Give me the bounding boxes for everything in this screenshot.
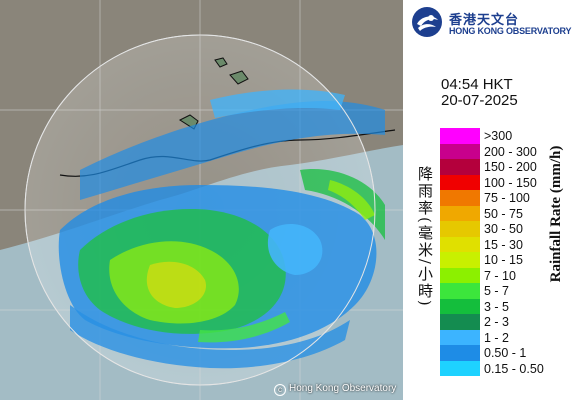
legend-label: 200 - 300: [484, 144, 537, 159]
map-features: [178, 57, 249, 130]
legend-swatch: [440, 190, 480, 206]
legend-swatch: [440, 283, 480, 299]
legend-swatch: [440, 360, 480, 376]
legend-label: 10 - 15: [484, 253, 523, 267]
legend-label: 50 - 75: [484, 206, 523, 221]
rain-echoes: [58, 89, 385, 369]
legend-swatch: [440, 221, 480, 237]
legend-swatch: [440, 143, 480, 159]
organization-name-cn: 香港天文台: [449, 13, 520, 28]
legend-label: 0.15 - 0.50: [484, 361, 544, 376]
observation-date: 20-07-2025: [441, 92, 518, 109]
legend-panel: 香港天文台 HONG KONG OBSERVATORY 04:54 HKT 20…: [403, 0, 577, 400]
copyright-icon: c: [274, 384, 286, 396]
legend-label: >300: [484, 129, 513, 143]
legend-label: 100 - 150: [484, 175, 537, 190]
legend-title-cn: 降雨率(毫米/小時): [416, 166, 434, 308]
legend-label: 0.50 - 1: [484, 346, 527, 360]
legend-swatch: [440, 205, 480, 221]
legend-label: 150 - 200: [484, 160, 537, 174]
legend-swatch: [440, 252, 480, 268]
legend-label: 2 - 3: [484, 315, 510, 329]
legend-swatch: [440, 174, 480, 190]
legend-label: 1 - 2: [484, 330, 510, 345]
hko-logo-icon: [412, 7, 442, 37]
legend-label: 3 - 5: [484, 299, 510, 314]
legend-swatch: [440, 314, 480, 330]
legend-swatch: [440, 345, 480, 361]
radar-image: [0, 0, 403, 400]
copyright-notice: c Hong Kong Observatory: [274, 383, 396, 396]
legend-label: 7 - 10: [484, 268, 516, 283]
legend-swatch: [440, 159, 480, 175]
copyright-text: Hong Kong Observatory: [289, 383, 397, 394]
legend-swatch: [440, 267, 480, 283]
header-logo[interactable]: 香港天文台 HONG KONG OBSERVATORY: [411, 6, 577, 38]
legend-swatch: [440, 298, 480, 314]
legend-swatch: [440, 236, 480, 252]
legend-title-en: Rainfall Rate (mm/h): [548, 145, 564, 283]
legend-swatch: [440, 128, 480, 144]
legend-label: 15 - 30: [484, 237, 523, 252]
observation-time: 04:54 HKT: [441, 76, 513, 93]
legend-label: 30 - 50: [484, 222, 523, 236]
radar-map[interactable]: c Hong Kong Observatory: [0, 0, 403, 400]
legend-label: 5 - 7: [484, 284, 510, 298]
legend-swatch: [440, 329, 480, 345]
legend-label: 75 - 100: [484, 191, 530, 205]
organization-name-en: HONG KONG OBSERVATORY: [449, 26, 572, 36]
